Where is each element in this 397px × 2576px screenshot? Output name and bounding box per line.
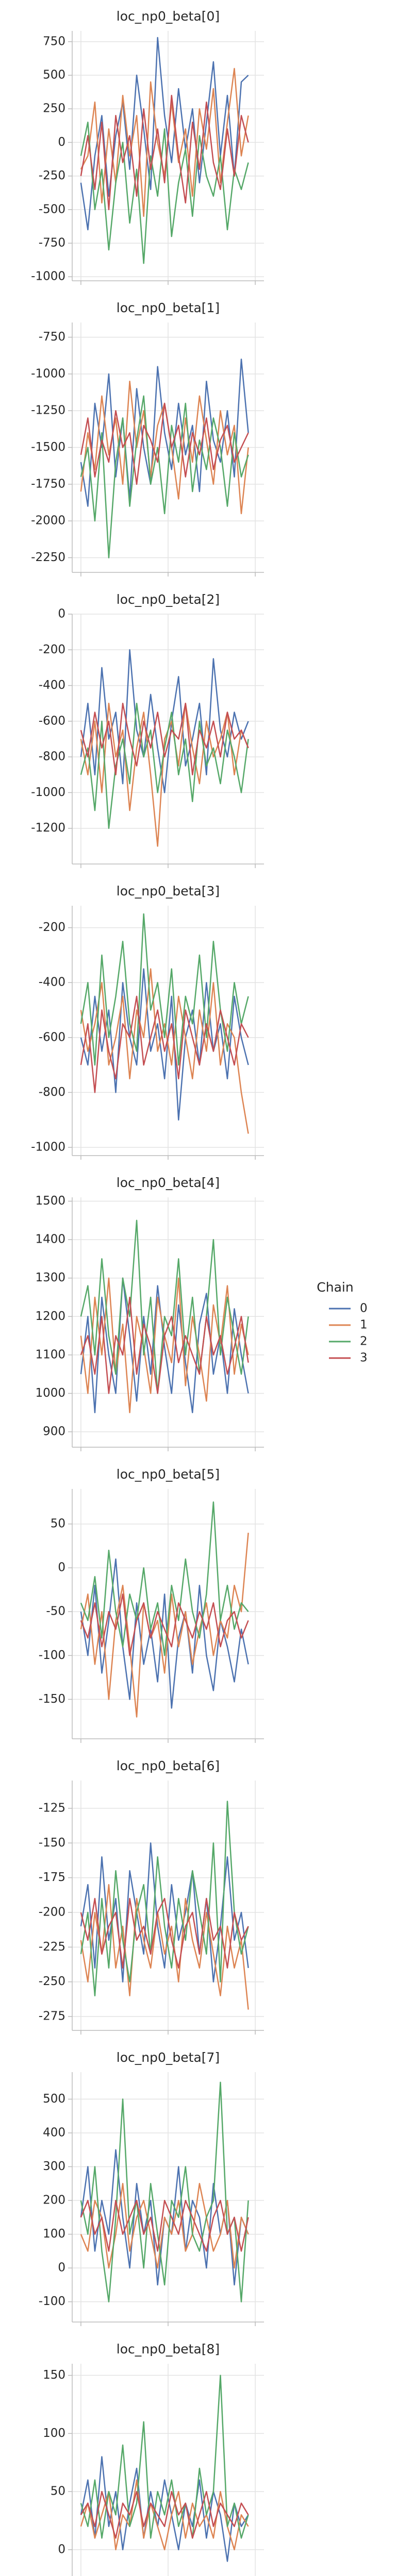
trace-line [80, 702, 249, 829]
trace-line [80, 402, 249, 485]
trace-line [80, 1801, 249, 1996]
y-tick-label: -400 [39, 679, 65, 692]
y-tick-label: 500 [43, 69, 65, 82]
trace-line [80, 702, 249, 776]
y-tick-label: 50 [51, 1517, 65, 1531]
y-tick-label: -200 [39, 643, 65, 656]
y-tick-label: -1500 [31, 440, 65, 454]
y-tick-label: 1000 [35, 1386, 65, 1400]
y-tick-label: 1400 [35, 1233, 65, 1246]
trace-line [80, 395, 249, 558]
panel-title: loc_np0_beta[4] [117, 1175, 220, 1190]
y-tick-label: 50 [51, 2485, 65, 2498]
trace-line [80, 2183, 249, 2269]
y-tick-label: 0 [58, 607, 65, 621]
y-tick-label: -400 [39, 976, 65, 989]
y-tick-label: 900 [43, 1425, 65, 1438]
y-tick-label: -600 [39, 1030, 65, 1044]
y-tick-label: 100 [43, 2427, 65, 2440]
legend-title: Chain [317, 1280, 353, 1295]
y-tick-label: -150 [39, 1836, 65, 1850]
y-tick-label: -225 [39, 1940, 65, 1954]
trace-line [80, 968, 249, 1121]
y-tick-label: 1500 [35, 1194, 65, 1208]
panel-title: loc_np0_beta[3] [117, 884, 220, 899]
y-tick-label: -250 [39, 169, 65, 182]
y-tick-label: 200 [43, 2194, 65, 2207]
trace-line [80, 2199, 249, 2252]
y-tick-label: -100 [39, 1649, 65, 1662]
trace-line [80, 1897, 249, 1969]
y-tick-label: -50 [46, 1605, 65, 1618]
panel-title: loc_np0_beta[5] [117, 1467, 220, 1482]
trace-line [80, 2081, 249, 2302]
y-tick-label: 0 [58, 2261, 65, 2275]
trace-line [80, 995, 249, 1093]
y-tick-label: 1200 [35, 1310, 65, 1323]
legend-label: 2 [360, 1335, 368, 1348]
y-tick-label: -200 [39, 1905, 65, 1919]
panel-title: loc_np0_beta[8] [117, 2342, 220, 2357]
y-tick-label: -275 [39, 2010, 65, 2023]
panel-title: loc_np0_beta[1] [117, 300, 220, 315]
trace-line [80, 2490, 249, 2539]
trace-line [80, 1501, 249, 1656]
y-tick-label: -1000 [31, 786, 65, 799]
y-tick-label: -2000 [31, 514, 65, 528]
y-tick-label: 400 [43, 2126, 65, 2139]
y-tick-label: -500 [39, 202, 65, 216]
y-tick-label: -750 [39, 236, 65, 249]
y-tick-label: -1000 [31, 1141, 65, 1154]
trace-line [80, 2375, 249, 2539]
panel-title: loc_np0_beta[7] [117, 2050, 220, 2065]
y-tick-label: -600 [39, 714, 65, 727]
panel-title: loc_np0_beta[2] [117, 592, 220, 607]
y-tick-label: -1250 [31, 404, 65, 417]
y-tick-label: 150 [43, 2368, 65, 2382]
y-tick-label: -1200 [31, 821, 65, 835]
y-tick-label: 0 [58, 1561, 65, 1574]
trace-line [80, 1296, 249, 1394]
panel-title: loc_np0_beta[6] [117, 1758, 220, 1773]
y-tick-label: 0 [58, 135, 65, 149]
y-tick-label: -1750 [31, 477, 65, 490]
y-tick-label: 1100 [35, 1348, 65, 1361]
y-tick-label: -200 [39, 921, 65, 934]
y-tick-label: -150 [39, 1692, 65, 1706]
trace-line [80, 359, 249, 507]
y-tick-label: -800 [39, 1086, 65, 1099]
y-tick-label: 1300 [35, 1271, 65, 1284]
panel-title: loc_np0_beta[0] [117, 9, 220, 24]
y-tick-label: -125 [39, 1801, 65, 1815]
trace-line [80, 2456, 249, 2562]
trace-line [80, 122, 249, 264]
y-tick-label: -175 [39, 1871, 65, 1884]
trace-line [80, 702, 249, 847]
trace-line [80, 968, 249, 1134]
trace-line [80, 1219, 249, 1394]
trace-line [80, 1884, 249, 2010]
y-tick-label: -250 [39, 1975, 65, 1988]
y-tick-label: -100 [39, 2295, 65, 2308]
y-tick-label: -750 [39, 330, 65, 344]
y-tick-label: 500 [43, 2092, 65, 2106]
y-tick-label: -800 [39, 750, 65, 764]
legend-label: 3 [360, 1351, 368, 1365]
y-tick-label: 750 [43, 35, 65, 48]
trace-line [80, 94, 249, 211]
trace-line [80, 649, 249, 793]
legend-label: 0 [360, 1302, 368, 1315]
y-tick-label: -1000 [31, 367, 65, 380]
y-tick-label: 100 [43, 2227, 65, 2241]
legend-label: 1 [360, 1318, 368, 1332]
y-tick-label: -1000 [31, 270, 65, 283]
y-tick-label: 300 [43, 2160, 65, 2173]
y-tick-label: 250 [43, 102, 65, 115]
y-tick-label: -2250 [31, 551, 65, 564]
trace-line [80, 1593, 249, 1656]
y-tick-label: 0 [58, 2543, 65, 2556]
